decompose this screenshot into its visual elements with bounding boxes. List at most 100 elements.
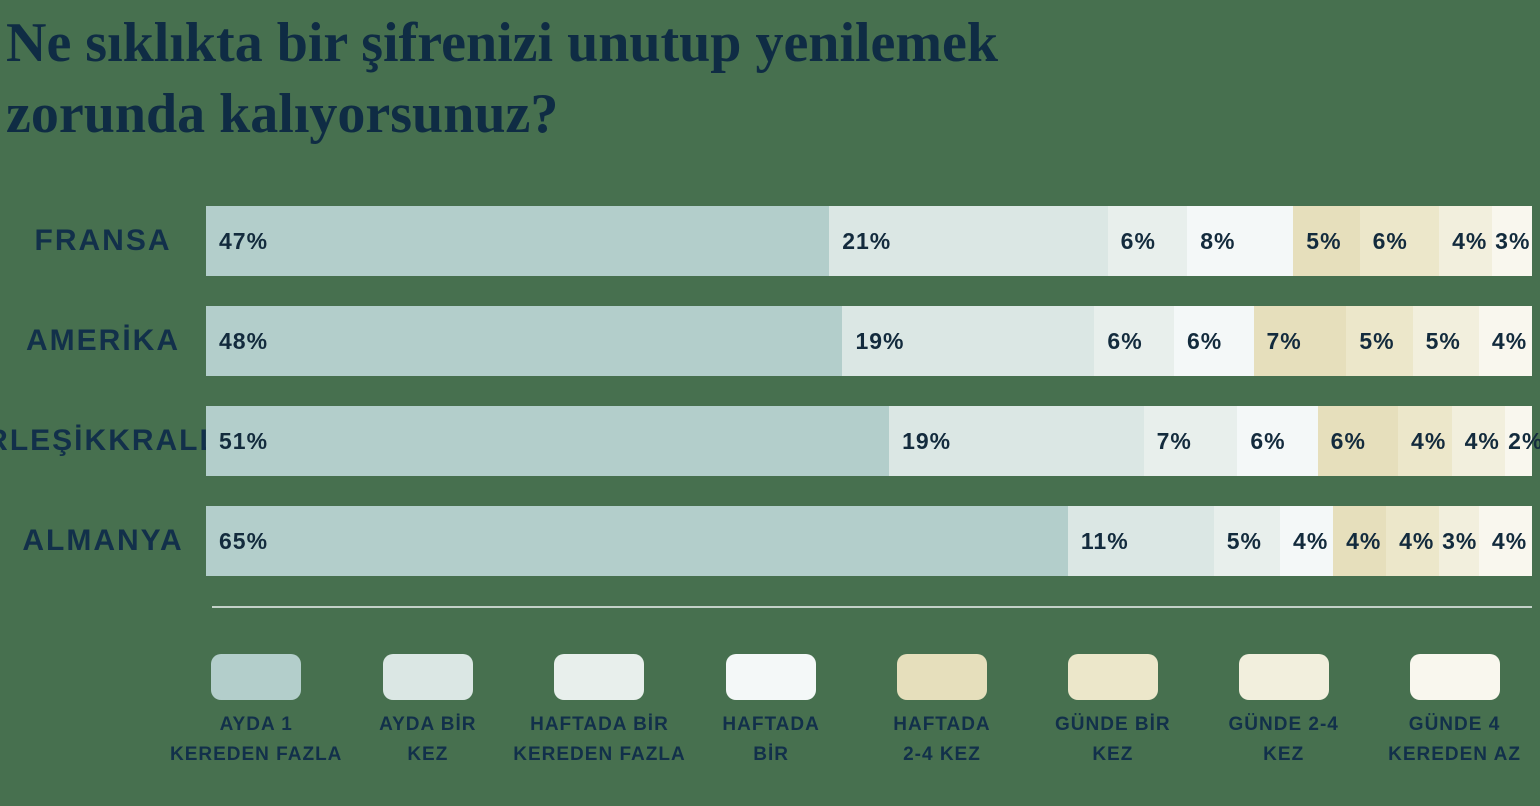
segment-value-label: 11% [1080,527,1129,554]
segment-value-label: 8% [1200,227,1236,254]
legend-swatch [1238,654,1329,700]
bar-segment: 6% [1317,406,1399,476]
segment-value-label: 19% [855,327,905,354]
segment-value-label: 65% [219,527,269,554]
legend-item: HAFTADA BİR [686,654,857,770]
segment-value-label: 2% [1508,427,1540,454]
country-label: AMERİKA [26,324,180,357]
legend-item: GÜNDE 4 KEREDEN AZ [1369,654,1540,770]
segment-value-label: 51% [219,427,269,454]
legend-divider [212,606,1532,608]
bar-segment: 4% [1478,506,1532,576]
country-row: BİRLEŞİKKRALLIK51% 19% 7% 6% 6% 4% 4% 2% [0,406,1540,476]
bar-segment: 65% [206,506,1068,576]
bar-segment: 11% [1067,506,1214,576]
bar-segment: 5% [1346,306,1413,376]
segment-value-label: 5% [1425,327,1461,354]
stacked-bar: 51% 19% 7% 6% 6% 4% 4% 2% [206,406,1540,476]
legend-label: AYDA 1 KEREDEN FAZLA [170,714,343,765]
legend-swatch [554,654,645,700]
legend-label: GÜNDE BİR KEZ [1055,714,1171,765]
bar-segment: 7% [1253,306,1347,376]
country-row: AMERİKA 48% 19% 6% 6% 7% 5% 5% 4% [0,306,1540,376]
segment-value-label: 47% [219,227,269,254]
stacked-bar: 47% 21% 6% 8% 5% 6% 4% 3% [206,206,1532,276]
segment-value-label: 7% [1266,327,1302,354]
segment-value-label: 19% [902,427,952,454]
legend-label: HAFTADA 2-4 KEZ [893,714,991,765]
segment-value-label: 4% [1411,427,1447,454]
bar-segment: 8% [1187,206,1294,276]
segment-value-label: 6% [1372,227,1408,254]
legend-label: AYDA BİR KEZ [379,714,477,765]
legend-item: GÜNDE 2-4 KEZ [1198,654,1369,770]
segment-value-label: 4% [1452,227,1488,254]
country-row: ALMANYA 65% 11% 5% 4% 4% 4% 3% 4% [0,506,1540,576]
bar-segment: 6% [1107,206,1188,276]
segment-value-label: 5% [1306,227,1342,254]
stacked-bar: 48% 19% 6% 6% 7% 5% 5% 4% [206,306,1532,376]
legend-label: HAFTADA BİR KEREDEN FAZLA [513,714,686,765]
bar-segment: 4% [1451,406,1506,476]
segment-value-label: 4% [1293,527,1329,554]
segment-value-label: 3% [1495,227,1531,254]
legend-item: AYDA 1 KEREDEN FAZLA [170,654,342,770]
bar-segment: 19% [889,406,1144,476]
chart-title-line-1: Ne sıklıkta bir şifrenizi unutup yenilem… [6,12,999,74]
chart-title-line-2: zorunda kalıyorsunuz? [6,83,559,145]
segment-value-label: 4% [1491,327,1528,354]
bar-segment: 4% [1398,406,1452,476]
bar-segment: 3% [1439,506,1479,576]
bar-segment: 4% [1386,506,1440,576]
legend-swatch [1067,654,1158,700]
chart-legend: AYDA 1 KEREDEN FAZLA AYDA BİR KEZ HAFTADA Bİ… [170,654,1540,770]
segment-value-label: 6% [1250,427,1286,454]
bar-segment: 4% [1478,306,1532,376]
segment-value-label: 6% [1330,427,1366,454]
legend-item: AYDA BİR KEZ [342,654,513,770]
bar-segment: 6% [1359,206,1440,276]
legend-item: HAFTADA BİR KEREDEN FAZLA [513,654,685,770]
chart-title: Ne sıklıkta bir şifrenizi unutup yenilem… [6,8,1540,150]
bar-segment: 2% [1505,406,1540,476]
legend-swatch [211,654,302,700]
country-label: ALMANYA [22,524,184,557]
legend-swatch [896,654,987,700]
segment-value-label: 4% [1464,427,1500,454]
segment-value-label: 7% [1156,427,1192,454]
bar-segment: 6% [1237,406,1318,476]
country-label: FRANSA [34,224,172,257]
segment-value-label: 6% [1107,327,1143,354]
bar-segment: 6% [1094,306,1174,376]
segment-value-label: 4% [1399,527,1435,554]
bar-segment: 4% [1439,206,1493,276]
segment-value-label: 5% [1226,527,1262,554]
legend-swatch [726,654,817,700]
bar-segment: 5% [1412,306,1479,376]
segment-value-label: 6% [1120,227,1156,254]
legend-label: GÜNDE 4 KEREDEN AZ [1388,714,1521,765]
bar-segment: 51% [206,406,890,476]
bar-segment: 47% [206,206,830,276]
stacked-bar: 65% 11% 5% 4% 4% 4% 3% 4% [206,506,1532,576]
bar-segment: 7% [1143,406,1238,476]
bar-segment: 4% [1333,506,1387,576]
country-label: BİRLEŞİKKRALLIK [0,424,254,457]
bar-segment: 21% [829,206,1108,276]
legend-swatch [382,654,473,700]
bar-segment: 3% [1492,206,1532,276]
segment-value-label: 4% [1491,527,1528,554]
bar-segment: 5% [1293,206,1360,276]
bar-segment: 4% [1280,506,1334,576]
legend-label: HAFTADA BİR [722,714,820,765]
segment-value-label: 21% [842,227,892,254]
segment-value-label: 48% [219,327,269,354]
country-row: FRANSA 47% 21% 6% 8% 5% 6% 4% 3% [0,206,1540,276]
legend-swatch [1409,654,1500,700]
stacked-bar-chart: FRANSA 47% 21% 6% 8% 5% 6% 4% 3% AMERİKA 48% 19% 6% 6… [0,206,1540,576]
segment-value-label: 3% [1442,527,1478,554]
bar-segment: 19% [842,306,1095,376]
bar-segment: 5% [1213,506,1281,576]
legend-item: GÜNDE BİR KEZ [1027,654,1198,770]
segment-value-label: 4% [1346,527,1382,554]
